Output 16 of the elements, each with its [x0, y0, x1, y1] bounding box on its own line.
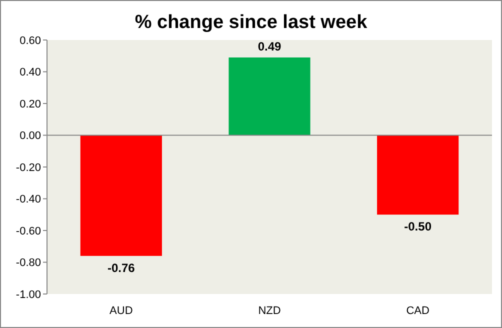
- y-tick-label: 0.40: [20, 66, 41, 79]
- x-tick-label: NZD: [258, 305, 281, 317]
- y-tick-label: -1.00: [16, 288, 41, 301]
- y-tick-label: 0.60: [20, 34, 41, 47]
- y-tick-label: -0.20: [16, 162, 41, 174]
- y-tick-label: -0.40: [16, 194, 41, 206]
- y-tick-label: -0.60: [16, 225, 41, 238]
- x-tick-label: AUD: [110, 305, 133, 317]
- data-label: -0.76: [107, 260, 136, 275]
- chart-title: % change since last week: [134, 12, 368, 33]
- x-tick-label: CAD: [406, 305, 430, 317]
- y-tick-label: 0.20: [20, 98, 41, 110]
- data-label: 0.49: [258, 39, 282, 54]
- y-tick-label: 0.00: [20, 130, 41, 142]
- y-tick-label: -0.80: [16, 257, 41, 270]
- data-label: -0.50: [404, 220, 432, 234]
